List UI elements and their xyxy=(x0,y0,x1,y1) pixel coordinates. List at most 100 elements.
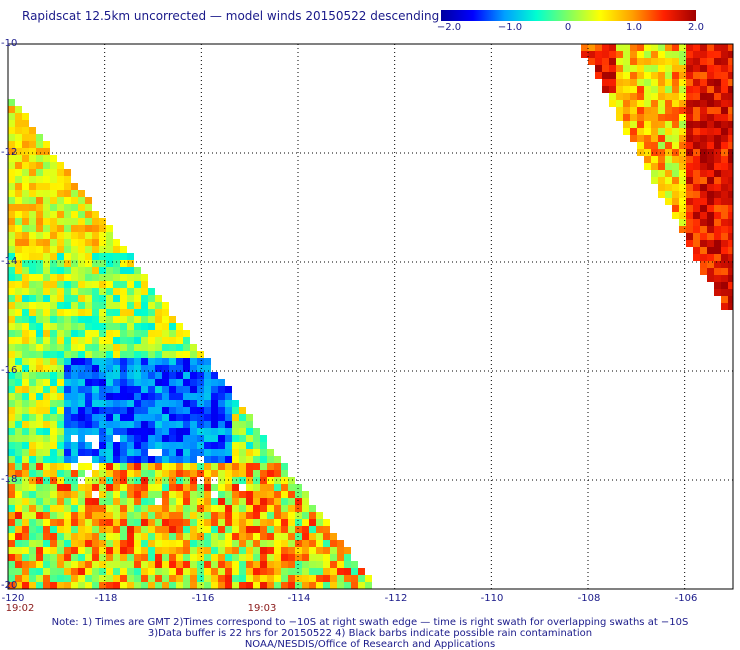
wind-cell xyxy=(127,449,134,456)
wind-cell xyxy=(57,435,64,442)
wind-cell xyxy=(22,120,29,127)
wind-cell xyxy=(707,268,714,275)
wind-cell xyxy=(267,519,274,526)
wind-cell xyxy=(36,575,43,582)
wind-cell xyxy=(204,533,211,540)
wind-cell xyxy=(99,232,106,239)
wind-cell xyxy=(8,162,15,169)
wind-cell xyxy=(239,442,246,449)
wind-cell xyxy=(721,156,728,163)
wind-cell xyxy=(728,296,733,303)
wind-cell xyxy=(358,568,365,575)
wind-cell xyxy=(658,107,665,114)
wind-cell xyxy=(225,554,232,561)
wind-cell xyxy=(120,582,127,589)
wind-cell xyxy=(211,456,218,463)
wind-cell xyxy=(288,554,295,561)
wind-cell xyxy=(651,114,658,121)
wind-cell xyxy=(22,547,29,554)
wind-cell xyxy=(651,72,658,79)
wind-cell xyxy=(658,72,665,79)
wind-cell xyxy=(714,79,721,86)
wind-cell xyxy=(728,191,733,198)
wind-cell xyxy=(92,323,99,330)
wind-cell xyxy=(155,386,162,393)
wind-cell xyxy=(50,540,57,547)
wind-cell xyxy=(721,128,728,135)
wind-cell xyxy=(658,177,665,184)
wind-cell xyxy=(15,281,22,288)
wind-cell xyxy=(71,232,78,239)
wind-cell xyxy=(267,554,274,561)
wind-cell xyxy=(162,330,169,337)
wind-cell xyxy=(85,316,92,323)
wind-cell xyxy=(22,239,29,246)
wind-cell xyxy=(78,414,85,421)
wind-cell xyxy=(8,106,15,113)
wind-cell xyxy=(253,575,260,582)
wind-cell xyxy=(134,288,141,295)
wind-cell xyxy=(274,540,281,547)
wind-cell xyxy=(43,582,50,589)
wind-cell xyxy=(351,568,358,575)
wind-cell xyxy=(71,386,78,393)
wind-cell xyxy=(43,253,50,260)
wind-cell xyxy=(92,288,99,295)
wind-cell xyxy=(679,72,686,79)
wind-cell xyxy=(78,540,85,547)
wind-cell xyxy=(714,275,721,282)
wind-cell xyxy=(15,449,22,456)
wind-cell xyxy=(190,372,197,379)
wind-cell xyxy=(148,442,155,449)
wind-cell xyxy=(78,386,85,393)
wind-cell xyxy=(57,533,64,540)
wind-cell xyxy=(162,526,169,533)
wind-cell xyxy=(169,379,176,386)
wind-cell xyxy=(197,582,204,589)
wind-cell xyxy=(630,79,637,86)
wind-cell xyxy=(57,267,64,274)
wind-cell xyxy=(99,393,106,400)
wind-cell xyxy=(316,512,323,519)
wind-cell xyxy=(113,519,120,526)
wind-cell xyxy=(253,526,260,533)
wind-cell xyxy=(672,114,679,121)
wind-cell xyxy=(679,191,686,198)
wind-cell xyxy=(15,526,22,533)
wind-cell xyxy=(106,512,113,519)
wind-cell xyxy=(99,442,106,449)
wind-cell xyxy=(71,400,78,407)
grid-lines xyxy=(8,44,733,589)
wind-cell xyxy=(197,428,204,435)
wind-cell xyxy=(714,170,721,177)
wind-cell xyxy=(127,428,134,435)
wind-cell xyxy=(721,142,728,149)
wind-cell xyxy=(183,428,190,435)
wind-cell xyxy=(127,316,134,323)
wind-cell xyxy=(253,449,260,456)
wind-cell xyxy=(22,365,29,372)
wind-cell xyxy=(623,128,630,135)
wind-cell xyxy=(365,582,372,589)
wind-cell xyxy=(169,442,176,449)
wind-cell xyxy=(120,288,127,295)
wind-cell xyxy=(176,561,183,568)
wind-cell xyxy=(714,226,721,233)
wind-cell xyxy=(57,176,64,183)
wind-cell xyxy=(644,128,651,135)
wind-cell xyxy=(78,421,85,428)
wind-cell xyxy=(330,575,337,582)
wind-cell xyxy=(218,491,225,498)
wind-cell xyxy=(99,379,106,386)
wind-cell xyxy=(22,463,29,470)
wind-cell xyxy=(71,337,78,344)
wind-cell xyxy=(190,351,197,358)
wind-cell xyxy=(274,477,281,484)
wind-cell xyxy=(29,337,36,344)
wind-cell xyxy=(337,554,344,561)
wind-cell xyxy=(78,484,85,491)
wind-cell xyxy=(623,65,630,72)
wind-cell xyxy=(8,295,15,302)
wind-cell xyxy=(99,414,106,421)
wind-cell xyxy=(22,435,29,442)
